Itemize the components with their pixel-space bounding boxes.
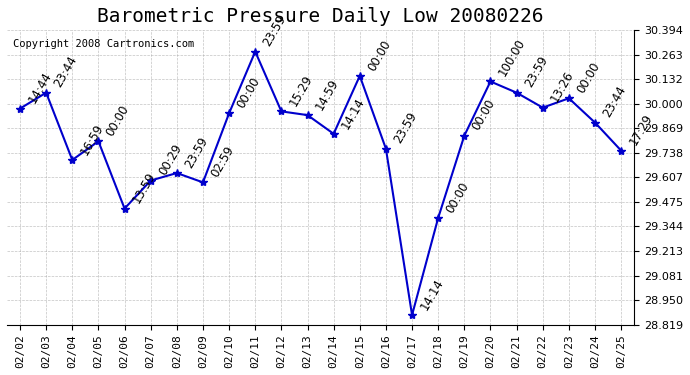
Text: 14:44: 14:44	[26, 70, 54, 106]
Text: 00:29: 00:29	[156, 142, 184, 178]
Text: 23:44: 23:44	[600, 84, 629, 120]
Text: 00:00: 00:00	[444, 180, 472, 215]
Text: 23:59: 23:59	[522, 54, 551, 90]
Text: Copyright 2008 Cartronics.com: Copyright 2008 Cartronics.com	[13, 39, 195, 49]
Text: 00:00: 00:00	[574, 60, 602, 96]
Text: 00:00: 00:00	[470, 98, 498, 133]
Text: 13:26: 13:26	[549, 69, 576, 105]
Text: 00:00: 00:00	[365, 38, 393, 73]
Text: 23:59: 23:59	[261, 13, 289, 49]
Text: 16:59: 16:59	[78, 122, 106, 157]
Text: 23:44: 23:44	[52, 54, 80, 90]
Text: 14:14: 14:14	[339, 95, 368, 131]
Title: Barometric Pressure Daily Low 20080226: Barometric Pressure Daily Low 20080226	[97, 7, 544, 26]
Text: 02:59: 02:59	[208, 144, 237, 180]
Text: 14:59: 14:59	[313, 76, 342, 112]
Text: 23:59: 23:59	[391, 110, 420, 146]
Text: 15:29: 15:29	[287, 73, 315, 109]
Text: 00:00: 00:00	[235, 75, 263, 111]
Text: 14:14: 14:14	[417, 276, 446, 312]
Text: 100:00: 100:00	[496, 37, 528, 79]
Text: 00:00: 00:00	[104, 103, 132, 138]
Text: 23:59: 23:59	[182, 135, 210, 170]
Text: 13:59: 13:59	[130, 170, 158, 206]
Text: 17:29: 17:29	[627, 112, 655, 148]
